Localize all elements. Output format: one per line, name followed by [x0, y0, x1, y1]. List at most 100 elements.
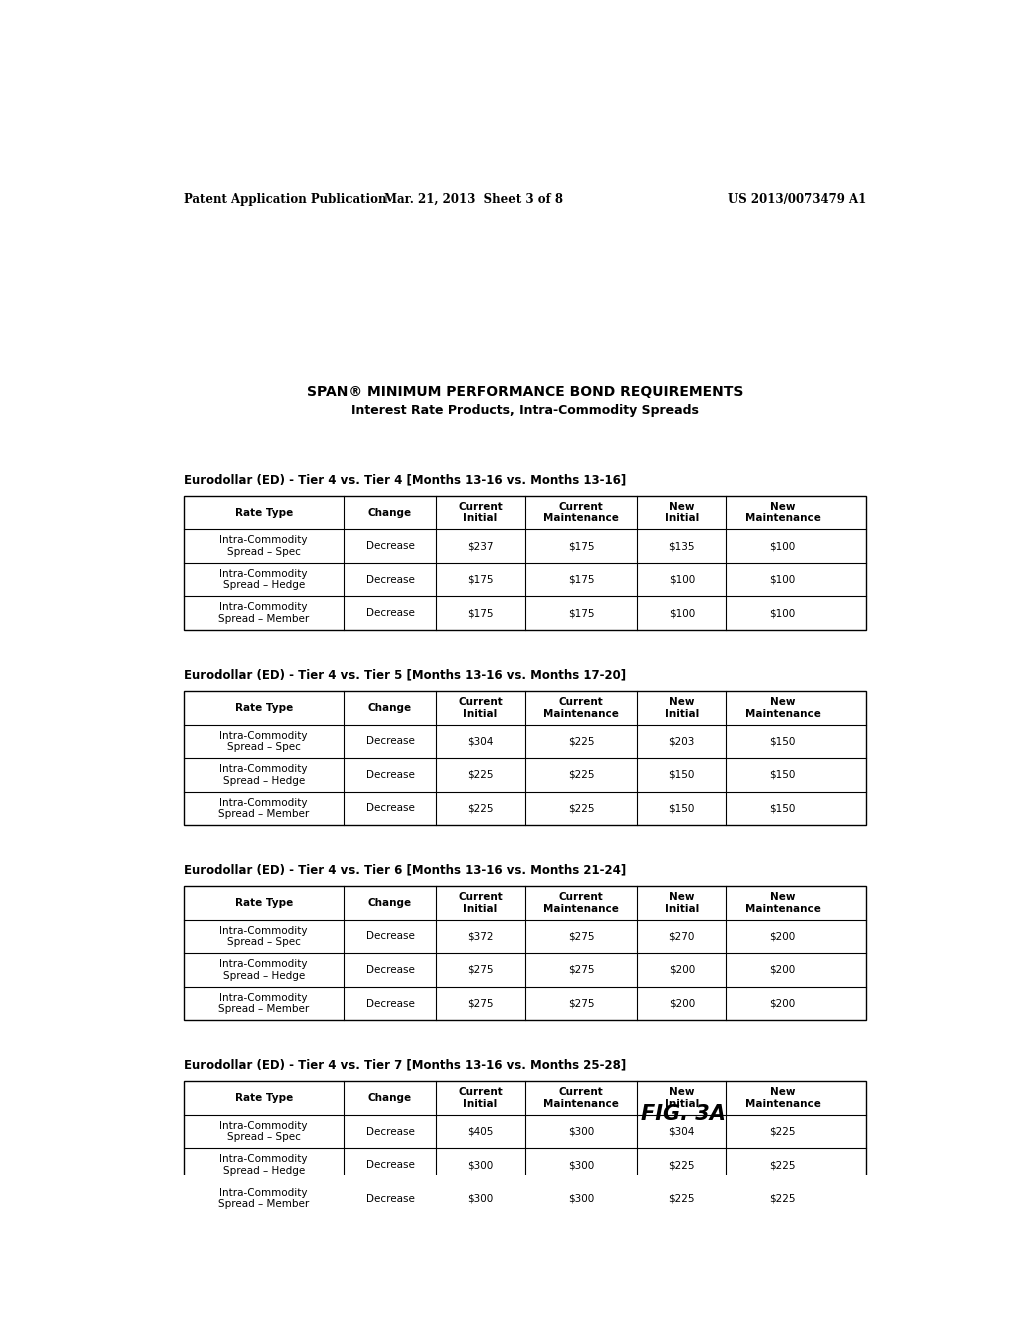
Text: $275: $275: [568, 965, 594, 975]
Text: $225: $225: [769, 1193, 796, 1204]
Text: Intra-Commodity
Spread – Spec: Intra-Commodity Spread – Spec: [219, 925, 308, 948]
Text: $405: $405: [467, 1126, 494, 1137]
Text: $150: $150: [769, 770, 796, 780]
Text: Current
Maintenance: Current Maintenance: [543, 502, 620, 524]
Bar: [183, 1081, 866, 1216]
Text: $225: $225: [467, 770, 494, 780]
Text: Intra-Commodity
Spread – Hedge: Intra-Commodity Spread – Hedge: [219, 960, 308, 981]
Text: New
Initial: New Initial: [665, 1088, 699, 1109]
Text: Eurodollar (ED) - Tier 4 vs. Tier 4 [Months 13-16 vs. Months 13-16]: Eurodollar (ED) - Tier 4 vs. Tier 4 [Mon…: [183, 474, 626, 487]
Text: Rate Type: Rate Type: [234, 702, 293, 713]
Text: Eurodollar (ED) - Tier 4 vs. Tier 5 [Months 13-16 vs. Months 17-20]: Eurodollar (ED) - Tier 4 vs. Tier 5 [Mon…: [183, 669, 626, 681]
Text: Change: Change: [368, 898, 412, 908]
Text: Intra-Commodity
Spread – Member: Intra-Commodity Spread – Member: [218, 602, 309, 624]
Text: Current
Maintenance: Current Maintenance: [543, 892, 620, 913]
Text: $225: $225: [669, 1193, 695, 1204]
Text: $304: $304: [669, 1126, 695, 1137]
Text: Decrease: Decrease: [366, 804, 415, 813]
Text: $225: $225: [568, 804, 594, 813]
Text: Mar. 21, 2013  Sheet 3 of 8: Mar. 21, 2013 Sheet 3 of 8: [384, 193, 563, 206]
Text: Intra-Commodity
Spread – Hedge: Intra-Commodity Spread – Hedge: [219, 764, 308, 785]
Text: Interest Rate Products, Intra-Commodity Spreads: Interest Rate Products, Intra-Commodity …: [351, 404, 698, 417]
Text: $225: $225: [769, 1126, 796, 1137]
Text: Intra-Commodity
Spread – Hedge: Intra-Commodity Spread – Hedge: [219, 569, 308, 590]
Text: New
Maintenance: New Maintenance: [744, 697, 820, 718]
Text: $100: $100: [669, 609, 695, 618]
Text: New
Initial: New Initial: [665, 502, 699, 524]
Text: Intra-Commodity
Spread – Member: Intra-Commodity Spread – Member: [218, 797, 309, 820]
Text: Decrease: Decrease: [366, 965, 415, 975]
Text: Rate Type: Rate Type: [234, 1093, 293, 1104]
Text: $200: $200: [669, 965, 695, 975]
Text: $200: $200: [669, 998, 695, 1008]
Text: $225: $225: [568, 737, 594, 746]
Text: Rate Type: Rate Type: [234, 898, 293, 908]
Text: $175: $175: [568, 574, 594, 585]
Text: $300: $300: [568, 1193, 594, 1204]
Text: $225: $225: [669, 1160, 695, 1170]
Text: $270: $270: [669, 932, 695, 941]
Text: Patent Application Publication: Patent Application Publication: [183, 193, 386, 206]
Text: Rate Type: Rate Type: [234, 508, 293, 517]
Text: $300: $300: [568, 1160, 594, 1170]
Text: Eurodollar (ED) - Tier 4 vs. Tier 6 [Months 13-16 vs. Months 21-24]: Eurodollar (ED) - Tier 4 vs. Tier 6 [Mon…: [183, 863, 626, 876]
Text: $150: $150: [669, 804, 695, 813]
Text: $100: $100: [769, 541, 796, 552]
Text: $275: $275: [568, 998, 594, 1008]
Text: Current
Initial: Current Initial: [458, 1088, 503, 1109]
Text: Decrease: Decrease: [366, 1193, 415, 1204]
Text: New
Maintenance: New Maintenance: [744, 502, 820, 524]
Text: New
Initial: New Initial: [665, 892, 699, 913]
Text: Decrease: Decrease: [366, 609, 415, 618]
Text: $225: $225: [467, 804, 494, 813]
Text: $150: $150: [769, 804, 796, 813]
Text: Current
Maintenance: Current Maintenance: [543, 697, 620, 718]
Text: $100: $100: [669, 574, 695, 585]
Text: Decrease: Decrease: [366, 574, 415, 585]
Text: $175: $175: [568, 541, 594, 552]
Text: Current
Initial: Current Initial: [458, 892, 503, 913]
Text: Intra-Commodity
Spread – Spec: Intra-Commodity Spread – Spec: [219, 1121, 308, 1142]
Text: Eurodollar (ED) - Tier 4 vs. Tier 7 [Months 13-16 vs. Months 25-28]: Eurodollar (ED) - Tier 4 vs. Tier 7 [Mon…: [183, 1059, 626, 1072]
Text: $275: $275: [467, 965, 494, 975]
Text: $275: $275: [467, 998, 494, 1008]
Bar: [183, 886, 866, 1020]
Text: Current
Initial: Current Initial: [458, 697, 503, 718]
Text: $300: $300: [467, 1193, 494, 1204]
Text: Intra-Commodity
Spread – Member: Intra-Commodity Spread – Member: [218, 1188, 309, 1209]
Text: $135: $135: [669, 541, 695, 552]
Text: $300: $300: [467, 1160, 494, 1170]
Text: $175: $175: [568, 609, 594, 618]
Text: Change: Change: [368, 1093, 412, 1104]
Text: Change: Change: [368, 508, 412, 517]
Text: US 2013/0073479 A1: US 2013/0073479 A1: [728, 193, 866, 206]
Text: Intra-Commodity
Spread – Spec: Intra-Commodity Spread – Spec: [219, 536, 308, 557]
Text: $225: $225: [568, 770, 594, 780]
Text: $275: $275: [568, 932, 594, 941]
Text: FIG. 3A: FIG. 3A: [641, 1104, 726, 1123]
Bar: [183, 690, 866, 825]
Text: Decrease: Decrease: [366, 737, 415, 746]
Text: $237: $237: [467, 541, 494, 552]
Text: New
Maintenance: New Maintenance: [744, 1088, 820, 1109]
Text: SPAN® MINIMUM PERFORMANCE BOND REQUIREMENTS: SPAN® MINIMUM PERFORMANCE BOND REQUIREME…: [306, 385, 743, 399]
Text: Decrease: Decrease: [366, 541, 415, 552]
Text: $304: $304: [467, 737, 494, 746]
Text: $200: $200: [769, 998, 796, 1008]
Text: $225: $225: [769, 1160, 796, 1170]
Text: Change: Change: [368, 702, 412, 713]
Text: $200: $200: [769, 965, 796, 975]
Text: $372: $372: [467, 932, 494, 941]
Text: Current
Maintenance: Current Maintenance: [543, 1088, 620, 1109]
Text: Intra-Commodity
Spread – Member: Intra-Commodity Spread – Member: [218, 993, 309, 1014]
Text: Intra-Commodity
Spread – Hedge: Intra-Commodity Spread – Hedge: [219, 1155, 308, 1176]
Text: Decrease: Decrease: [366, 1160, 415, 1170]
Text: Intra-Commodity
Spread – Spec: Intra-Commodity Spread – Spec: [219, 730, 308, 752]
Text: $175: $175: [467, 574, 494, 585]
Bar: [183, 496, 866, 630]
Text: $300: $300: [568, 1126, 594, 1137]
Text: $150: $150: [669, 770, 695, 780]
Text: $100: $100: [769, 574, 796, 585]
Text: New
Maintenance: New Maintenance: [744, 892, 820, 913]
Text: $200: $200: [769, 932, 796, 941]
